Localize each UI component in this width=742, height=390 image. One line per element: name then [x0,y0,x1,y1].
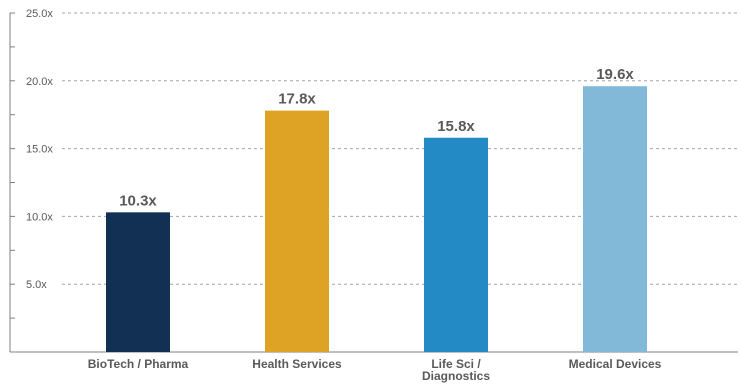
bar [424,137,488,352]
labels: 5.0x 10.0x 15.0x 20.0x 25.0x 10.3x BioTech / P… [26,8,662,383]
x-tick-label: Health Services [252,357,342,371]
x-tick-label-line: Life Sci / [431,357,481,371]
x-tick-label: Life Sci / Diagnostics [422,357,490,383]
gridlines [62,12,738,285]
bars [106,86,647,353]
bar [106,212,170,352]
x-tick-label: BioTech / Pharma [88,357,189,371]
data-label: 19.6x [596,66,634,83]
x-tick-label-line: Medical Devices [569,357,662,371]
data-label: 10.3x [119,192,157,209]
y-tick-label: 15.0x [26,144,53,156]
bar [583,86,647,352]
y-tick-label: 5.0x [26,279,47,291]
y-tick-label: 10.0x [26,211,53,223]
bar [265,110,329,353]
y-tick-label: 25.0x [26,8,53,20]
x-tick-label-line: BioTech / Pharma [88,357,189,371]
data-label: 15.8x [437,118,475,135]
y-tick-label: 20.0x [26,76,53,88]
x-tick-label: Medical Devices [569,357,662,371]
x-tick-label-line: Health Services [252,357,342,371]
x-tick-label-line: Diagnostics [422,369,490,383]
data-label: 17.8x [278,91,316,108]
